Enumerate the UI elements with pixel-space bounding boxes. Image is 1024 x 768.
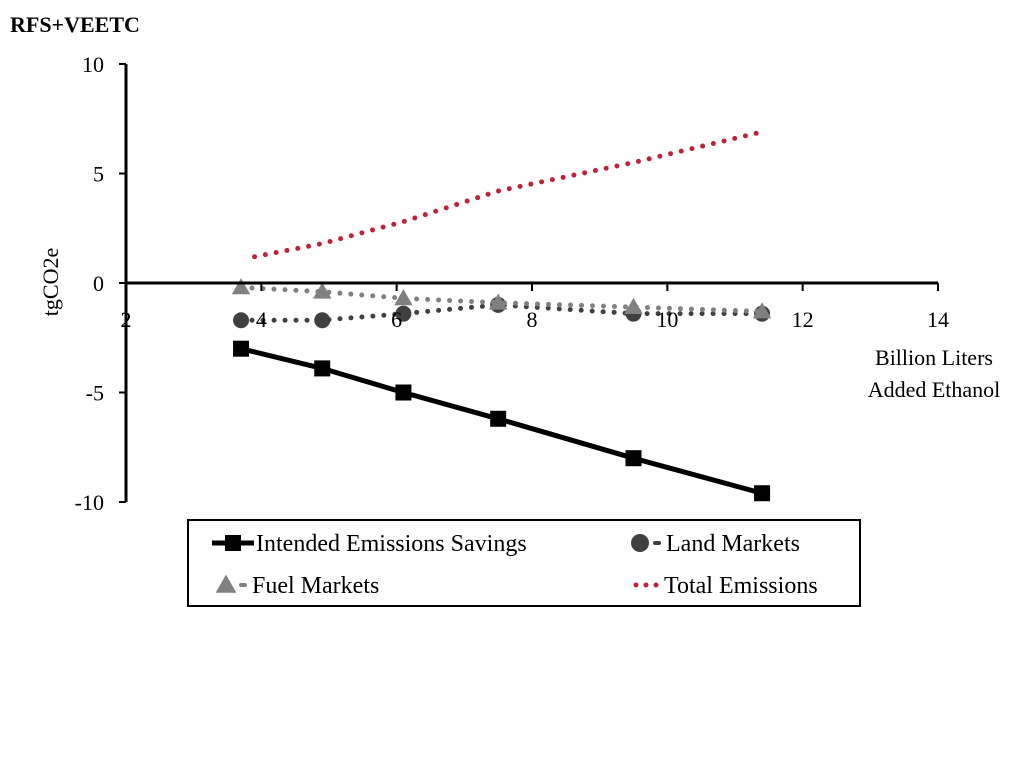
legend-swatch-marker [215,574,237,593]
data-point-fuel-markets [752,302,772,319]
x-axis-label-line-2: Added Ethanol [868,377,1001,402]
data-point-intended-emissions-savings [395,384,412,401]
series-line-fuel-markets [238,284,765,314]
x-tick-label: 8 [527,307,538,332]
data-point-intended-emissions-savings [490,410,507,427]
series-line-total-emissions [252,129,765,260]
data-point-fuel-markets [624,297,643,314]
data-point-fuel-markets [231,278,251,295]
data-point-fuel-markets [394,289,413,306]
data-point-intended-emissions-savings [233,340,250,357]
data-point-fuel-markets [313,282,332,299]
y-axis-label: tgCO2e [38,248,63,316]
x-tick-label: 6 [391,307,402,332]
x-tick-label: 10 [656,307,678,332]
legend-item-fuel-markets: Fuel Markets [215,573,379,599]
data-point-fuel-markets [488,293,508,310]
y-tick-label: -5 [86,381,104,406]
data-point-intended-emissions-savings [625,450,642,467]
series-intended-emissions-savings [233,340,771,502]
axes-layer: 10 5 0 -5 -10 2 4 6 8 10 12 14 [75,52,949,515]
legend-swatch-marker [225,535,241,551]
legend-label: Total Emissions [664,573,818,599]
series-total-emissions [252,129,765,260]
chart-title: RFS+VEETC [10,12,140,37]
x-tick-label: 2 [121,307,132,332]
legend: Intended Emissions Savings Land Markets Fu… [187,519,861,607]
data-point-intended-emissions-savings [314,360,331,377]
data-point-intended-emissions-savings [754,485,771,502]
legend-label: Land Markets [666,531,800,557]
data-point-land-markets [233,312,250,329]
legend-box [187,519,861,607]
legend-swatch-marker [631,534,649,552]
y-tick-label: 5 [93,162,104,187]
legend-item-total-emissions: Total Emissions [633,573,818,599]
series-layer [231,129,772,502]
y-tick-label: 0 [93,271,104,296]
y-tick-label: -10 [75,490,104,515]
series-line-land-markets [238,302,765,323]
legend-item-intended-emissions-savings: Intended Emissions Savings [212,531,527,557]
x-tick-label: 14 [927,307,949,332]
data-point-land-markets [395,305,412,322]
legend-label: Intended Emissions Savings [256,531,527,557]
legend-label: Fuel Markets [252,573,379,599]
series-fuel-markets [231,278,772,319]
legend-item-land-markets: Land Markets [631,531,800,557]
series-line-intended-emissions-savings [240,346,763,496]
y-tick-label: 10 [82,52,104,77]
x-tick-label: 12 [792,307,814,332]
data-point-land-markets [314,312,331,329]
x-tick-label: 4 [256,307,267,332]
x-axis-label-line-1: Billion Liters [875,345,993,370]
